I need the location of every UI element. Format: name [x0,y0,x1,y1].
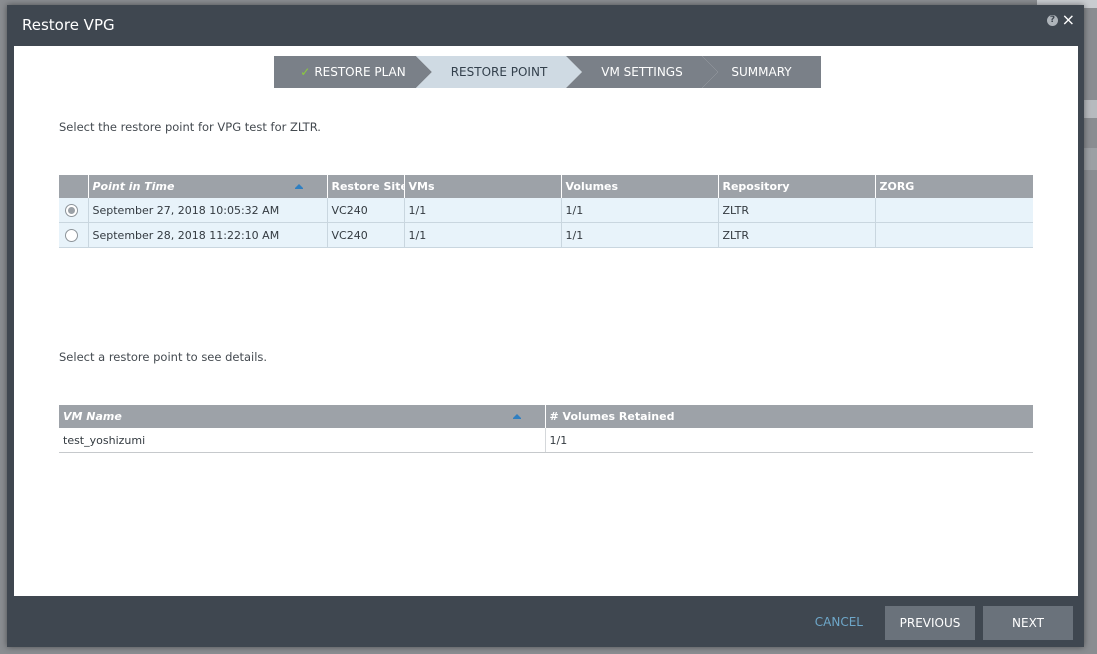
point-in-time-cell: September 28, 2018 11:22:10 AM [87,222,327,248]
column-header-vm-name[interactable]: VM Name [59,405,545,428]
background-panel [1037,0,1097,8]
volumes-cell: 1/1 [560,222,718,248]
step-label: SUMMARY [731,65,792,79]
table-header-row: VM Name # Volumes Retained [59,405,1033,428]
volumes-retained-cell: 1/1 [544,428,1033,453]
dialog-title: Restore VPG [22,16,115,34]
repository-cell: ZLTR [717,198,875,223]
row-select-cell[interactable] [59,222,88,248]
table-header-row: Point in Time Restore Site VMs Volumes R… [59,175,1033,198]
zorg-cell [874,198,1033,223]
radio-button-selected[interactable] [65,203,78,217]
step-label: RESTORE PLAN [314,65,406,79]
wizard-steps: ✓ RESTORE PLAN RESTORE POINT VM SETTINGS … [274,56,821,88]
zorg-cell [874,222,1033,248]
select-column-header [59,175,88,198]
step-vm-settings[interactable]: VM SETTINGS [566,56,718,88]
row-select-cell[interactable] [59,198,88,223]
dialog-content: ✓ RESTORE PLAN RESTORE POINT VM SETTINGS … [14,46,1078,596]
column-header-vms[interactable]: VMs [403,175,561,198]
vms-cell: 1/1 [403,222,561,248]
restore-site-cell: VC240 [326,198,404,223]
checkmark-icon: ✓ [300,65,311,79]
cancel-button[interactable]: CANCEL [814,615,863,629]
sort-ascending-icon[interactable] [294,184,303,189]
step-summary[interactable]: SUMMARY [702,56,821,88]
restore-site-cell: VC240 [326,222,404,248]
step-restore-point[interactable]: RESTORE POINT [416,56,582,88]
step-label: VM SETTINGS [601,65,683,79]
table-row[interactable]: September 27, 2018 10:05:32 AM VC240 1/1… [59,198,1033,223]
restore-vpg-dialog: Restore VPG ? × ✓ RESTORE PLAN RESTORE PO… [7,5,1084,647]
next-button[interactable]: NEXT [983,606,1073,640]
sort-ascending-icon[interactable] [512,414,521,419]
column-header-point-in-time[interactable]: Point in Time [87,175,327,198]
previous-button[interactable]: PREVIOUS [885,606,975,640]
details-prompt: Select a restore point to see details. [59,350,268,364]
volumes-cell: 1/1 [560,198,718,223]
repository-cell: ZLTR [717,222,875,248]
column-header-repository[interactable]: Repository [717,175,875,198]
table-row[interactable]: test_yoshizumi 1/1 [59,428,1033,453]
vms-cell: 1/1 [403,198,561,223]
radio-button[interactable] [65,228,78,242]
vm-details-table: VM Name # Volumes Retained test_yoshizum… [59,405,1033,453]
column-header-restore-site[interactable]: Restore Site [326,175,404,198]
restore-points-table: Point in Time Restore Site VMs Volumes R… [59,175,1033,248]
close-icon[interactable]: × [1061,10,1075,29]
table-row[interactable]: September 28, 2018 11:22:10 AM VC240 1/1… [59,222,1033,248]
step-restore-plan[interactable]: ✓ RESTORE PLAN [274,56,432,88]
help-icon[interactable]: ? [1047,15,1058,26]
restore-point-prompt: Select the restore point for VPG test fo… [59,120,321,134]
step-label: RESTORE POINT [450,65,548,79]
point-in-time-cell: September 27, 2018 10:05:32 AM [87,198,327,223]
vm-name-cell: test_yoshizumi [59,428,545,453]
column-header-volumes[interactable]: Volumes [560,175,718,198]
column-header-zorg[interactable]: ZORG [874,175,1033,198]
column-header-volumes-retained[interactable]: # Volumes Retained [544,405,1033,428]
